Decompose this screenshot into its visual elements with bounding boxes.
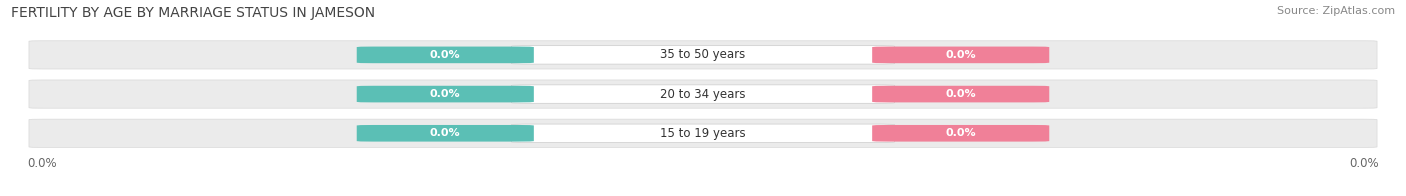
FancyBboxPatch shape — [512, 46, 894, 64]
FancyBboxPatch shape — [357, 47, 534, 63]
Text: 0.0%: 0.0% — [430, 128, 461, 138]
FancyBboxPatch shape — [872, 125, 1049, 142]
FancyBboxPatch shape — [357, 86, 534, 102]
Text: 0.0%: 0.0% — [945, 128, 976, 138]
Text: 0.0%: 0.0% — [430, 89, 461, 99]
FancyBboxPatch shape — [512, 124, 894, 142]
FancyBboxPatch shape — [872, 47, 1049, 63]
Text: 0.0%: 0.0% — [430, 50, 461, 60]
Text: 35 to 50 years: 35 to 50 years — [661, 48, 745, 61]
FancyBboxPatch shape — [872, 86, 1049, 102]
Legend: Married, Unmarried: Married, Unmarried — [620, 195, 786, 196]
FancyBboxPatch shape — [30, 119, 1376, 147]
Text: Source: ZipAtlas.com: Source: ZipAtlas.com — [1277, 6, 1395, 16]
FancyBboxPatch shape — [30, 80, 1376, 108]
FancyBboxPatch shape — [30, 41, 1376, 69]
FancyBboxPatch shape — [357, 125, 534, 142]
FancyBboxPatch shape — [512, 85, 894, 103]
Text: 20 to 34 years: 20 to 34 years — [661, 88, 745, 101]
Text: 0.0%: 0.0% — [945, 50, 976, 60]
Text: 15 to 19 years: 15 to 19 years — [661, 127, 745, 140]
Text: 0.0%: 0.0% — [945, 89, 976, 99]
Text: FERTILITY BY AGE BY MARRIAGE STATUS IN JAMESON: FERTILITY BY AGE BY MARRIAGE STATUS IN J… — [11, 6, 375, 20]
